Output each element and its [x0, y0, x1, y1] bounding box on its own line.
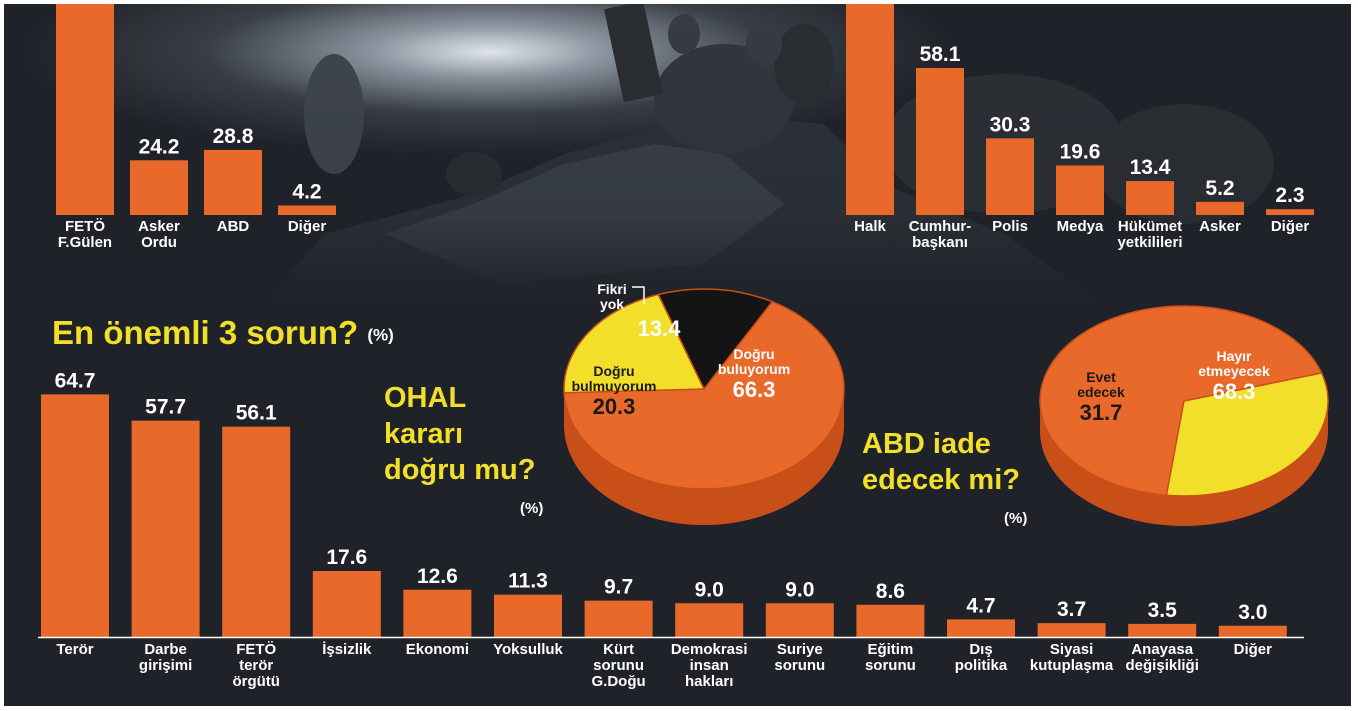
value-label-sorun-10: 4.7 [966, 594, 995, 617]
category-label-top-right-5: Asker [1199, 218, 1241, 235]
bar-top-left-0 [56, 4, 114, 215]
abd-title: ABD iade edecek mi? [862, 426, 1020, 498]
bar-sorun-3 [313, 571, 381, 637]
chart-top-right: Halk 58.1 Cumhur-başkanı 30.3 Polis 19.6 Medya… [846, 4, 1314, 251]
category-label-top-left-1: Asker Ordu [138, 218, 180, 251]
category-label-top-left-0: FETÖ F.Gülen [58, 218, 112, 251]
category-label-top-left-2: ABD [217, 218, 250, 235]
bar-sorun-0 [41, 394, 109, 637]
value-label-top-right-4: 13.4 [1130, 156, 1171, 179]
pie-value-ohal-1: 20.3 [593, 394, 636, 419]
bar-top-right-4 [1126, 181, 1174, 215]
bar-sorun-8 [766, 603, 834, 637]
category-label-top-right-2: Polis [992, 218, 1028, 235]
ohal-title: OHAL kararı doğru mu? [384, 380, 535, 488]
bar-top-right-3 [1056, 165, 1104, 215]
bar-top-right-2 [986, 138, 1034, 215]
sorun-unit: (%) [367, 325, 393, 344]
bar-top-left-1 [130, 160, 188, 215]
bar-sorun-2 [222, 427, 290, 637]
category-label-sorun-3: İşsizlik [322, 641, 372, 658]
value-label-sorun-2: 56.1 [236, 402, 277, 425]
bar-sorun-9 [856, 605, 924, 637]
pie-value-ohal-2: 13.4 [638, 316, 682, 341]
bar-sorun-4 [403, 590, 471, 637]
bar-top-left-3 [278, 206, 336, 215]
bar-sorun-7 [675, 603, 743, 637]
category-label-top-right-6: Diğer [1271, 218, 1310, 235]
category-label-sorun-5: Yoksulluk [493, 641, 563, 658]
value-label-top-left-3: 4.2 [292, 181, 321, 204]
abd-unit: (%) [1004, 510, 1027, 527]
bar-top-right-6 [1266, 209, 1314, 215]
bar-sorun-10 [947, 619, 1015, 637]
category-label-sorun-2: FETÖ terör örgütü [232, 641, 279, 690]
category-label-sorun-12: Anayasa değişikliği [1126, 641, 1199, 674]
category-label-sorun-1: Darbe girişimi [139, 641, 192, 674]
category-label-sorun-13: Diğer [1234, 641, 1273, 658]
chart-top-left: FETÖ F.Gülen 24.2 Asker Ordu 28.8 ABD 4.2 Diğer [56, 4, 336, 251]
category-label-sorun-4: Ekonomi [406, 641, 469, 658]
pie-value-ohal-0: 66.3 [733, 377, 776, 402]
value-label-top-right-6: 2.3 [1275, 184, 1304, 207]
bar-sorun-6 [585, 601, 653, 637]
value-label-sorun-11: 3.7 [1057, 598, 1086, 621]
bar-sorun-1 [132, 421, 200, 637]
infographic-frame: FETÖ F.Gülen 24.2 Asker Ordu 28.8 ABD 4.2 Diğer … [4, 4, 1351, 706]
category-label-sorun-7: Demokrasi insan hakları [671, 641, 748, 690]
pie-value-abd-1: 31.7 [1080, 400, 1123, 425]
ohal-unit: (%) [520, 500, 543, 517]
value-label-sorun-1: 57.7 [145, 396, 186, 419]
category-label-top-right-4: Hükümet yetkilileri [1117, 218, 1182, 251]
value-label-sorun-5: 11.3 [508, 570, 548, 593]
value-label-top-left-2: 28.8 [213, 125, 254, 148]
value-label-sorun-3: 17.6 [326, 546, 367, 569]
category-label-top-right-3: Medya [1057, 218, 1104, 235]
value-label-sorun-12: 3.5 [1148, 599, 1178, 622]
category-label-sorun-8: Suriye sorunu [774, 641, 825, 674]
category-label-sorun-9: Eğitim sorunu [865, 641, 916, 674]
category-label-sorun-6: Kürt sorunu G.Doğu [592, 641, 646, 690]
category-label-sorun-10: Dış politika [955, 641, 1008, 674]
value-label-top-right-5: 5.2 [1205, 177, 1234, 200]
bar-sorun-13 [1219, 626, 1287, 637]
sorun-title: En önemli 3 sorun? (%) [52, 314, 394, 352]
category-label-top-right-1: Cumhur-başkanı [909, 218, 972, 251]
pie-name-ohal-2: Fikri yok [597, 281, 627, 312]
category-label-sorun-11: Siyasi kutuplaşma [1030, 641, 1114, 674]
value-label-sorun-6: 9.7 [604, 576, 633, 599]
value-label-top-right-3: 19.6 [1060, 140, 1101, 163]
value-label-sorun-7: 9.0 [695, 578, 724, 601]
category-label-top-left-3: Diğer [288, 218, 327, 235]
category-label-sorun-0: Terör [56, 641, 93, 658]
bar-sorun-11 [1038, 623, 1106, 637]
value-label-sorun-9: 8.6 [876, 580, 905, 603]
pie-value-abd-0: 68.3 [1213, 379, 1256, 404]
bar-top-right-0 [846, 4, 894, 215]
value-label-sorun-13: 3.0 [1238, 601, 1267, 624]
value-label-sorun-0: 64.7 [55, 369, 96, 392]
bar-sorun-5 [494, 595, 562, 637]
value-label-top-right-2: 30.3 [990, 113, 1031, 136]
bar-top-left-2 [204, 150, 262, 215]
category-label-top-right-0: Halk [854, 218, 886, 235]
value-label-sorun-8: 9.0 [785, 578, 814, 601]
bar-top-right-1 [916, 68, 964, 215]
bar-sorun-12 [1128, 624, 1196, 637]
value-label-top-left-1: 24.2 [139, 135, 180, 158]
value-label-top-right-1: 58.1 [920, 43, 961, 66]
bar-top-right-5 [1196, 202, 1244, 215]
value-label-sorun-4: 12.6 [417, 565, 458, 588]
